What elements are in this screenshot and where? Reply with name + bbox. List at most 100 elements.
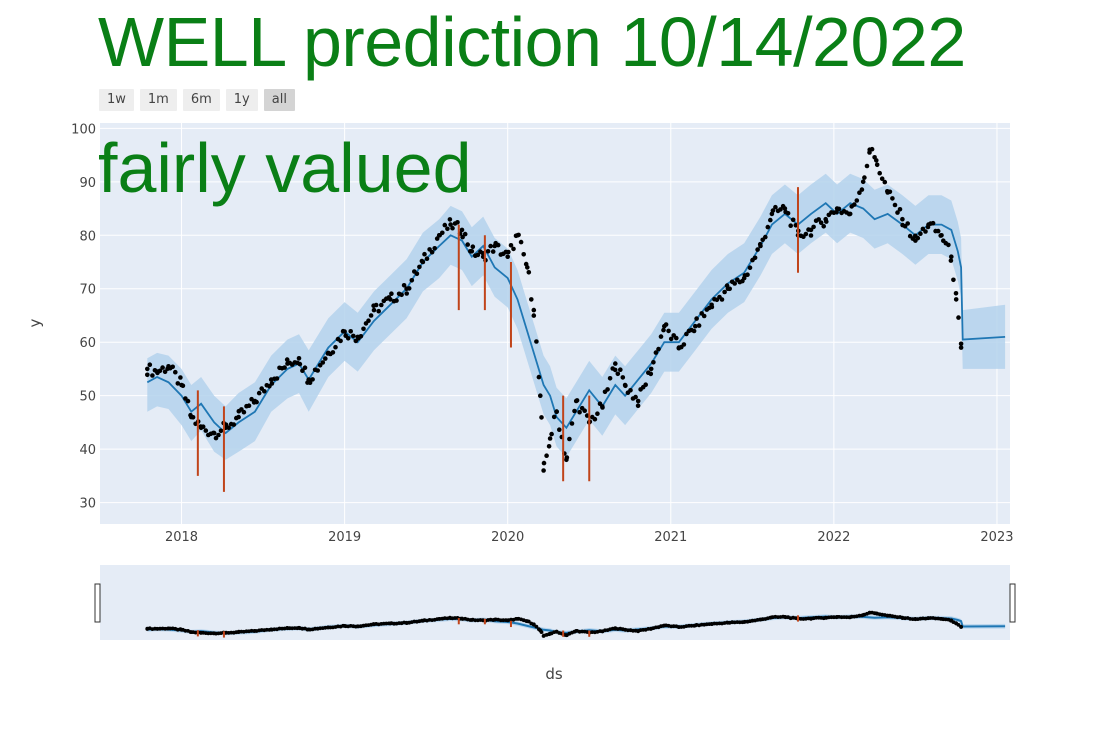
actual-point [900,615,905,620]
actual-point [725,286,731,292]
actual-point [709,302,714,308]
actual-point [447,217,453,222]
actual-point [592,416,598,422]
actual-point [404,291,410,296]
range-handle-left[interactable] [94,583,101,623]
range-1y-button[interactable]: 1y [225,89,258,111]
actual-point [636,629,641,633]
actual-point [628,388,633,393]
actual-point [448,222,453,227]
actual-point [401,283,407,288]
actual-point [203,428,209,433]
actual-point [285,361,290,366]
actual-point [388,297,393,302]
actual-point [231,422,237,427]
actual-point [885,613,890,618]
actual-point [162,369,168,375]
actual-point [574,629,579,633]
actual-point [526,270,532,275]
actual-point [285,626,290,631]
y-tick-label: 80 [79,229,96,244]
actual-point [459,227,465,233]
actual-point [216,432,221,438]
forecast-line [146,202,1006,435]
actual-point [923,229,928,234]
actual-point [905,221,910,226]
actual-point [684,331,689,337]
actual-point [492,617,497,622]
actual-point [306,377,312,382]
actual-point [816,217,821,222]
actual-point [330,350,336,355]
actual-point [900,216,905,222]
actual-point [658,334,664,339]
actual-point [554,629,559,634]
valuation-verdict: fairly valued [98,129,472,207]
range-1m-button[interactable]: 1m [139,89,177,111]
actual-point [469,249,475,254]
actual-point [662,623,667,628]
actual-point [306,627,311,632]
actual-point [783,615,787,619]
actual-point [541,468,546,473]
actual-point [861,613,866,617]
actual-point [569,421,575,426]
actual-point [834,206,840,211]
actual-point [557,427,562,433]
actual-point [741,275,747,281]
actual-point [420,259,426,265]
y-tick-label: 50 [79,390,96,405]
actual-point [372,622,376,627]
actual-point [189,414,194,420]
range-handle-right[interactable] [1009,583,1016,623]
actual-point [622,382,628,388]
actual-point [371,307,377,313]
actual-point [790,217,796,223]
actual-point [600,404,605,409]
actual-point [541,634,546,638]
actual-point [436,233,442,238]
range-slider[interactable] [94,565,1016,640]
actual-point [809,616,813,621]
x-tick-label: 2019 [328,530,361,545]
actual-point [564,633,569,638]
range-6m-button[interactable]: 6m [182,89,220,111]
actual-point [653,350,659,355]
y-tick-label: 100 [71,122,96,137]
actual-point [548,631,552,636]
actual-point [847,211,853,217]
actual-point [475,252,481,258]
y-axis-label: y [26,318,44,327]
actual-point [874,162,880,168]
actual-point [633,394,638,400]
actual-point [189,630,194,634]
actual-point [573,398,579,404]
main-plot-area[interactable]: 30 40 50 60 70 80 90 100 2018 2019 2020 2021 2022 202… [71,122,1013,545]
actual-point [860,179,866,185]
actual-point [506,249,511,255]
range-all-button[interactable]: all [263,89,295,111]
actual-point [946,242,951,248]
actual-point [342,329,347,334]
actual-point [211,430,217,436]
actual-point [379,302,384,308]
actual-point [676,345,682,350]
actual-point [541,460,547,466]
actual-point [460,234,465,240]
actual-point [742,620,747,624]
actual-point [949,254,954,259]
actual-point [770,615,774,620]
actual-point [455,220,460,225]
actual-point [681,342,687,347]
actual-point [348,329,354,334]
actual-point [605,387,610,392]
actual-point [429,249,435,255]
range-1w-button[interactable]: 1w [99,89,134,111]
actual-point [256,390,262,396]
actual-point [666,328,671,334]
x-axis-label: ds [545,665,563,683]
actual-point [649,626,654,631]
actual-point [404,286,409,292]
actual-point [895,210,900,215]
